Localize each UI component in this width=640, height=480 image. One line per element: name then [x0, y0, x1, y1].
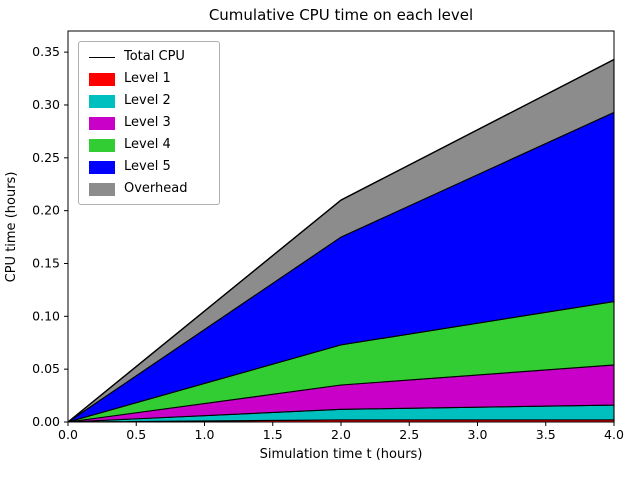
- y-tick-label: 0.05: [32, 361, 60, 376]
- legend: Total CPU Level 1 Level 2 Level 3 Level 4 Lev…: [78, 41, 220, 205]
- legend-color-swatch: [89, 116, 115, 130]
- x-axis-label: Simulation time t (hours): [260, 447, 423, 462]
- x-tick-label: 0.0: [58, 427, 78, 442]
- legend-color-swatch: [89, 138, 115, 152]
- legend-item-level-5: Level 5: [89, 160, 207, 174]
- y-tick-label: 0.20: [32, 203, 60, 218]
- y-tick-label: 0.30: [32, 97, 60, 112]
- chart-title: Cumulative CPU time on each level: [209, 6, 473, 24]
- legend-color-swatch: [89, 160, 115, 174]
- x-tick-label: 1.5: [263, 427, 283, 442]
- legend-color-swatch: [89, 94, 115, 108]
- x-tick-label: 1.0: [195, 427, 215, 442]
- legend-line-sample: [89, 56, 115, 58]
- x-tick-label: 2.5: [399, 427, 419, 442]
- stacked-areas: [67, 58, 615, 423]
- legend-label: Overhead: [124, 181, 188, 196]
- legend-color-swatch: [89, 182, 115, 196]
- y-tick-label: 0.10: [32, 308, 60, 323]
- x-tick-label: 2.0: [331, 427, 351, 442]
- legend-item-level-4: Level 4: [89, 138, 207, 152]
- y-axis-label: CPU time (hours): [4, 172, 19, 283]
- x-tick-label: 3.0: [468, 427, 488, 442]
- y-tick-label: 0.25: [32, 150, 60, 165]
- x-tick-label: 3.5: [536, 427, 556, 442]
- axes: 0.0 0.5 1.0 1.5 2.0 2.5 3.0 3.5 4.0 0.00 0.05 0.10 0…: [32, 30, 624, 442]
- legend-item-level-3: Level 3: [89, 116, 207, 130]
- legend-item-overhead: Overhead: [89, 182, 207, 196]
- total-cpu-line: [67, 58, 615, 423]
- y-tick-label: 0.15: [32, 255, 60, 270]
- legend-item-total-cpu: Total CPU: [89, 50, 207, 64]
- legend-item-level-2: Level 2: [89, 94, 207, 108]
- legend-color-swatch: [89, 72, 115, 86]
- legend-label: Level 1: [124, 71, 171, 86]
- y-tick-label: 0.35: [32, 44, 60, 59]
- x-tick-label: 0.5: [126, 427, 146, 442]
- legend-label: Total CPU: [124, 49, 185, 64]
- y-tick-label: 0.00: [32, 414, 60, 429]
- legend-label: Level 2: [124, 93, 171, 108]
- legend-label: Level 4: [124, 137, 171, 152]
- legend-label: Level 5: [124, 159, 171, 174]
- legend-label: Level 3: [124, 115, 171, 130]
- x-tick-label: 4.0: [604, 427, 624, 442]
- legend-item-level-1: Level 1: [89, 72, 207, 86]
